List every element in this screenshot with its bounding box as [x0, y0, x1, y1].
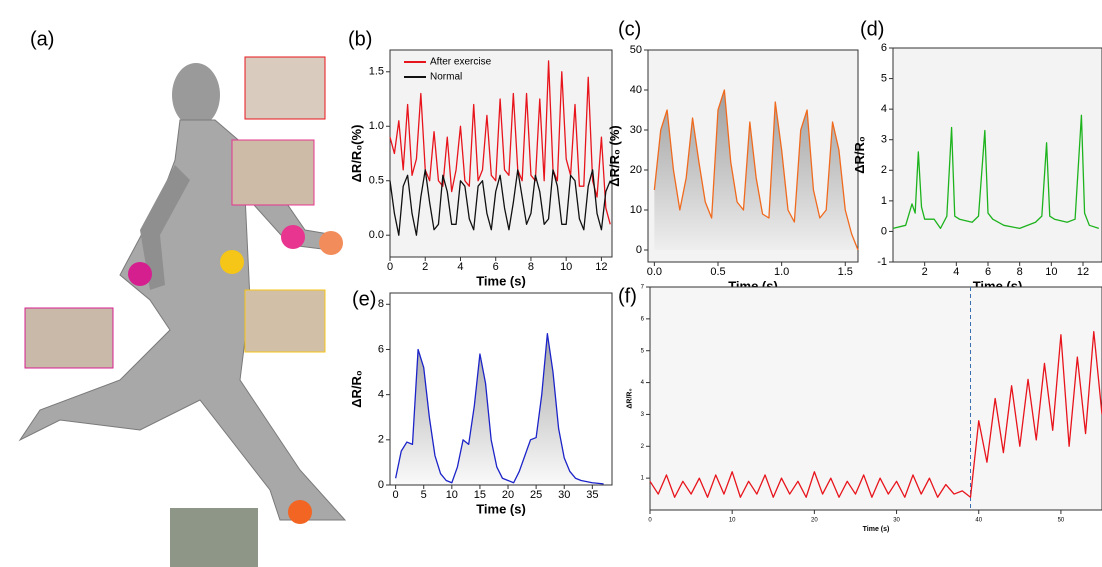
x-tick-label: 20 [502, 489, 514, 501]
y-tick-label: 8 [378, 298, 384, 310]
y-tick-label: 30 [630, 124, 642, 136]
x-tick-label: 30 [893, 518, 900, 524]
x-tick-label: 35 [586, 489, 598, 501]
y-tick-label: 1.0 [369, 120, 384, 132]
x-tick-label: 1.0 [774, 266, 789, 278]
x-tick-label: 6 [493, 261, 499, 273]
x-tick-label: 0.0 [647, 266, 662, 278]
x-tick-label: 15 [474, 489, 486, 501]
y-tick-label: 7 [641, 285, 645, 291]
y-tick-label: 40 [630, 84, 642, 96]
y-tick-label: 4 [881, 103, 887, 115]
x-tick-label: 12 [1077, 266, 1089, 278]
x-tick-label: 0 [648, 518, 652, 524]
y-tick-label: 0 [636, 244, 642, 256]
y-tick-label: 10 [630, 204, 642, 216]
x-tick-label: 12 [595, 261, 607, 273]
x-axis-label: Time (s) [863, 526, 890, 533]
x-tick-label: 30 [558, 489, 570, 501]
x-tick-label: 0 [387, 261, 393, 273]
panel-label: (d) [860, 18, 884, 40]
x-tick-label: 10 [729, 518, 736, 524]
figure: (a) 0246810120.00.51.01.5Time (s)ΔR/R₀(%… [0, 0, 1102, 567]
x-tick-label: 4 [953, 266, 959, 278]
x-tick-label: 0 [393, 489, 399, 501]
y-tick-label: 2 [378, 434, 384, 446]
x-tick-label: 1.5 [838, 266, 853, 278]
x-tick-label: 25 [530, 489, 542, 501]
y-tick-label: 3 [881, 134, 887, 146]
x-tick-label: 50 [1058, 518, 1065, 524]
panel-label: (a) [30, 28, 54, 50]
x-axis-label: Time (s) [476, 501, 526, 516]
y-tick-label: 0 [881, 225, 887, 237]
y-tick-label: 2 [881, 164, 887, 176]
x-tick-label: 5 [421, 489, 427, 501]
panel-label: (c) [618, 18, 641, 40]
y-tick-label: 5 [881, 72, 887, 84]
plot-area [650, 287, 1102, 510]
y-tick-label: 1 [641, 476, 645, 482]
y-axis-label: ΔR/R₀(%) [349, 125, 364, 183]
x-tick-label: 4 [457, 261, 463, 273]
y-tick-label: 1.5 [369, 66, 384, 78]
x-tick-label: 6 [985, 266, 991, 278]
plot-area [893, 48, 1102, 262]
body-illustration [20, 57, 345, 567]
y-tick-label: 2 [641, 444, 645, 450]
x-tick-label: 8 [528, 261, 534, 273]
x-axis-label: Time (s) [476, 273, 526, 288]
y-tick-label: 6 [641, 316, 645, 322]
plot-area [390, 50, 612, 257]
panel-label: (f) [618, 285, 637, 307]
y-tick-label: 3 [641, 412, 645, 418]
y-tick-label: 4 [641, 380, 645, 386]
y-tick-label: 1 [881, 195, 887, 207]
y-axis-label: ΔR/R₀ [852, 136, 867, 174]
legend-label: Normal [430, 72, 462, 83]
x-tick-label: 40 [975, 518, 982, 524]
y-tick-label: 6 [378, 343, 384, 355]
panel-label: (b) [348, 28, 372, 50]
y-axis-label: ΔR/R₀ [349, 370, 364, 408]
y-tick-label: 4 [378, 389, 384, 401]
x-tick-label: 8 [1017, 266, 1023, 278]
x-tick-label: 2 [922, 266, 928, 278]
panel-label: (e) [352, 288, 376, 310]
y-axis-label: ΔR/R₀ (%) [607, 125, 622, 186]
y-tick-label: 20 [630, 164, 642, 176]
y-tick-label: 50 [630, 44, 642, 56]
y-tick-label: 5 [641, 348, 645, 354]
x-tick-label: 10 [560, 261, 572, 273]
x-tick-label: 20 [811, 518, 818, 524]
x-tick-label: 10 [446, 489, 458, 501]
y-axis-label: ΔR/R₀ [626, 388, 633, 408]
y-tick-label: 0.5 [369, 175, 384, 187]
x-tick-label: 10 [1045, 266, 1057, 278]
x-tick-label: 0.5 [710, 266, 725, 278]
y-tick-label: 0 [378, 479, 384, 491]
y-tick-label: 6 [881, 42, 887, 54]
legend-label: After exercise [430, 57, 492, 68]
x-tick-label: 2 [422, 261, 428, 273]
y-tick-label: -1 [877, 256, 887, 268]
y-tick-label: 0.0 [369, 229, 384, 241]
